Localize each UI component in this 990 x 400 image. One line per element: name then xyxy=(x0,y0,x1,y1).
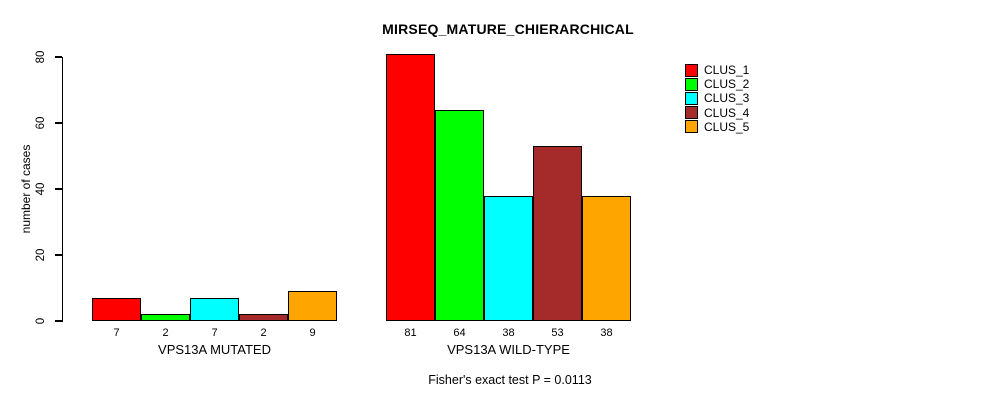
legend-label-clus_3: CLUS_3 xyxy=(704,91,750,106)
bar-clus_5-vps13a-wild-type xyxy=(582,195,631,321)
y-axis-tick-label: 60 xyxy=(35,116,47,130)
legend: CLUS_1 CLUS_2 CLUS_3 CLUS_4 CLUS_5 xyxy=(685,63,749,134)
bar-value-label-clus_3-vps13a-wild-type: 38 xyxy=(502,327,515,339)
bar-clus_1-vps13a-mutated xyxy=(92,297,141,321)
y-axis-tick xyxy=(55,122,62,124)
legend-label-clus_5: CLUS_5 xyxy=(704,119,750,134)
annotation-pvalue: Fisher's exact test P = 0.0113 xyxy=(428,373,592,387)
legend-item-clus_3: CLUS_3 xyxy=(685,91,749,105)
bar-clus_3-vps13a-wild-type xyxy=(484,195,533,321)
legend-swatch-clus_5 xyxy=(685,120,698,134)
bar-value-label-clus_4-vps13a-mutated: 2 xyxy=(260,327,267,339)
legend-item-clus_5: CLUS_5 xyxy=(685,120,749,134)
y-axis-tick xyxy=(55,56,62,58)
y-axis-tick-label: 80 xyxy=(35,50,47,64)
category-label-vps13a-wild-type: VPS13A WILD-TYPE xyxy=(447,342,570,357)
y-axis-tick-label: 40 xyxy=(35,182,47,196)
bar-value-label-clus_5-vps13a-wild-type: 38 xyxy=(600,327,613,339)
bar-clus_2-vps13a-mutated xyxy=(141,314,190,321)
legend-swatch-clus_1 xyxy=(685,63,698,77)
legend-label-clus_4: CLUS_4 xyxy=(704,105,750,120)
bar-value-label-clus_1-vps13a-wild-type: 81 xyxy=(404,327,417,339)
bar-clus_4-vps13a-wild-type xyxy=(533,146,582,321)
bar-clus_4-vps13a-mutated xyxy=(239,314,288,321)
bar-clus_5-vps13a-mutated xyxy=(288,291,337,321)
legend-item-clus_1: CLUS_1 xyxy=(685,63,749,77)
y-axis-tick-label: 0 xyxy=(35,317,47,325)
category-label-vps13a-mutated: VPS13A MUTATED xyxy=(158,342,271,357)
legend-item-clus_4: CLUS_4 xyxy=(685,106,749,120)
bar-value-label-clus_5-vps13a-mutated: 9 xyxy=(309,327,316,339)
y-axis-label: number of cases xyxy=(19,144,33,234)
y-axis-tick-label: 20 xyxy=(35,248,47,262)
bar-clus_1-vps13a-wild-type xyxy=(386,53,435,321)
legend-swatch-clus_4 xyxy=(685,106,698,120)
chart-title: MIRSEQ_MATURE_CHIERARCHICAL xyxy=(382,21,634,37)
y-axis-line xyxy=(62,56,64,322)
bar-value-label-clus_4-vps13a-wild-type: 53 xyxy=(551,327,564,339)
bar-value-label-clus_2-vps13a-mutated: 2 xyxy=(162,327,169,339)
bar-value-label-clus_2-vps13a-wild-type: 64 xyxy=(453,327,466,339)
legend-label-clus_1: CLUS_1 xyxy=(704,63,750,78)
legend-swatch-clus_3 xyxy=(685,91,698,105)
legend-label-clus_2: CLUS_2 xyxy=(704,77,750,92)
y-axis-tick xyxy=(55,188,62,190)
bar-value-label-clus_1-vps13a-mutated: 7 xyxy=(113,327,120,339)
y-axis-tick xyxy=(55,254,62,256)
legend-item-clus_2: CLUS_2 xyxy=(685,77,749,91)
y-axis-tick xyxy=(55,320,62,322)
bar-value-label-clus_3-vps13a-mutated: 7 xyxy=(211,327,218,339)
legend-swatch-clus_2 xyxy=(685,77,698,91)
bar-clus_3-vps13a-mutated xyxy=(190,297,239,321)
bar-clus_2-vps13a-wild-type xyxy=(435,109,484,321)
